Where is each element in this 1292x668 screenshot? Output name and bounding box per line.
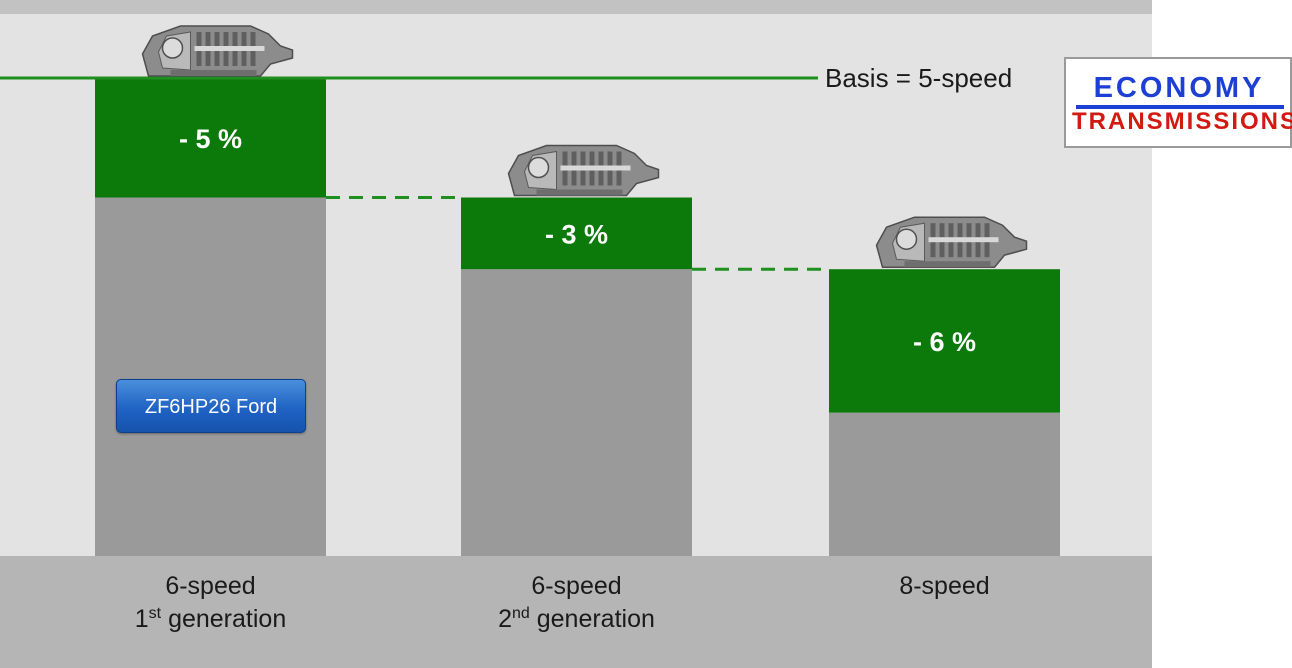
bar-reduction	[95, 78, 326, 198]
model-button[interactable]: ZF6HP26 Ford	[116, 379, 306, 433]
bar-reduction	[461, 197, 692, 270]
bars-layer	[0, 76, 1060, 556]
bar-value-label: - 3 %	[545, 219, 608, 249]
category-axis-band	[0, 556, 1152, 668]
transmission-image	[507, 144, 660, 197]
category-label-line2: 1st generation	[135, 605, 286, 633]
text-layer: - 5 % - 3 % - 6 % Basis = 5-speed 6-speed 1st…	[135, 63, 1012, 633]
baseline-label: Basis = 5-speed	[825, 63, 1012, 93]
logo-line-transmissions: TRANSMISSIONS	[1072, 108, 1292, 135]
transmission-image	[141, 25, 294, 77]
category-label-line2: 2nd generation	[498, 605, 655, 633]
transmission-image	[875, 216, 1028, 268]
bar-value-label: - 6 %	[913, 327, 976, 357]
category-label-line1: 6-speed	[531, 572, 621, 600]
category-label-line1: 8-speed	[899, 572, 989, 600]
bar-remaining	[95, 197, 326, 556]
economy-transmissions-logo: ECONOMY TRANSMISSIONS	[1064, 57, 1292, 148]
logo-line-economy: ECONOMY	[1093, 72, 1265, 104]
logo-stripe	[1076, 105, 1284, 109]
category-label-line1: 6-speed	[165, 572, 255, 600]
bar-value-label: - 5 %	[179, 124, 242, 154]
top-band	[0, 0, 1152, 14]
images-layer	[141, 25, 1028, 268]
bar-reduction	[829, 269, 1060, 413]
bar-remaining	[461, 269, 692, 556]
bar-remaining	[829, 412, 1060, 556]
